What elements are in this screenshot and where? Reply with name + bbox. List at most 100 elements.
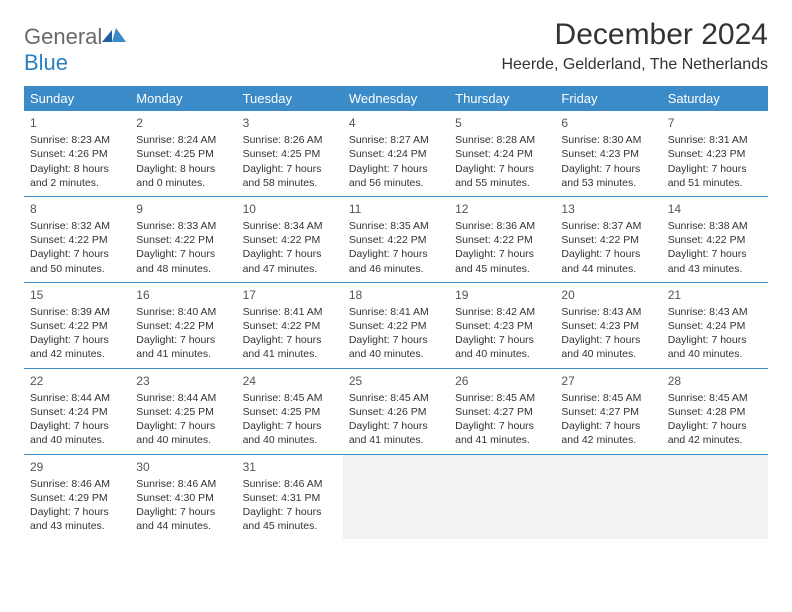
daylight-text: Daylight: 7 hours and 53 minutes.: [561, 162, 655, 190]
calendar-week-row: 1Sunrise: 8:23 AMSunset: 4:26 PMDaylight…: [24, 111, 768, 196]
sunrise-text: Sunrise: 8:45 AM: [668, 391, 762, 405]
sunset-text: Sunset: 4:22 PM: [349, 319, 443, 333]
calendar-day-cell: [662, 454, 768, 539]
sunset-text: Sunset: 4:22 PM: [243, 319, 337, 333]
daylight-text: Daylight: 7 hours and 55 minutes.: [455, 162, 549, 190]
sunset-text: Sunset: 4:22 PM: [136, 319, 230, 333]
day-number: 6: [561, 115, 655, 131]
sunset-text: Sunset: 4:26 PM: [349, 405, 443, 419]
daylight-text: Daylight: 7 hours and 46 minutes.: [349, 247, 443, 275]
sunrise-text: Sunrise: 8:41 AM: [349, 305, 443, 319]
sunset-text: Sunset: 4:22 PM: [243, 233, 337, 247]
sunrise-text: Sunrise: 8:45 AM: [349, 391, 443, 405]
day-header: Saturday: [662, 86, 768, 111]
daylight-text: Daylight: 8 hours and 0 minutes.: [136, 162, 230, 190]
sunrise-text: Sunrise: 8:44 AM: [136, 391, 230, 405]
sunset-text: Sunset: 4:23 PM: [561, 319, 655, 333]
calendar-day-cell: 20 Sunrise: 8:43 AMSunset: 4:23 PMDayligh…: [555, 282, 661, 368]
day-number: 5: [455, 115, 549, 131]
sunrise-text: Sunrise: 8:37 AM: [561, 219, 655, 233]
day-number: 15: [30, 287, 124, 303]
sunrise-text: Sunrise: 8:28 AM: [455, 133, 549, 147]
calendar-week-row: 29Sunrise: 8:46 AMSunset: 4:29 PMDayligh…: [24, 454, 768, 539]
brand-logo: General Blue: [24, 24, 126, 76]
day-header: Tuesday: [237, 86, 343, 111]
header-row: General Blue December 2024 Heerde, Gelde…: [24, 18, 768, 76]
calendar-day-cell: 17Sunrise: 8:41 AMSunset: 4:22 PMDayligh…: [237, 282, 343, 368]
sunrise-text: Sunrise: 8:45 AM: [243, 391, 337, 405]
day-number: 31: [243, 459, 337, 475]
calendar-day-cell: 21Sunrise: 8:43 AMSunset: 4:24 PMDayligh…: [662, 282, 768, 368]
daylight-text: Daylight: 7 hours and 43 minutes.: [668, 247, 762, 275]
daylight-text: Daylight: 7 hours and 56 minutes.: [349, 162, 443, 190]
daylight-text: Daylight: 7 hours and 40 minutes.: [30, 419, 124, 447]
calendar-day-cell: [449, 454, 555, 539]
calendar-day-cell: 15Sunrise: 8:39 AMSunset: 4:22 PMDayligh…: [24, 282, 130, 368]
daylight-text: Daylight: 7 hours and 40 minutes.: [668, 333, 762, 361]
daylight-text: Daylight: 8 hours and 2 minutes.: [30, 162, 124, 190]
day-header: Wednesday: [343, 86, 449, 111]
day-number: 21: [668, 287, 762, 303]
day-number: 17: [243, 287, 337, 303]
sunset-text: Sunset: 4:24 PM: [349, 147, 443, 161]
calendar-day-cell: 12Sunrise: 8:36 AMSunset: 4:22 PMDayligh…: [449, 196, 555, 282]
calendar-day-cell: 9Sunrise: 8:33 AMSunset: 4:22 PMDaylight…: [130, 196, 236, 282]
calendar-day-cell: 30Sunrise: 8:46 AMSunset: 4:30 PMDayligh…: [130, 454, 236, 539]
sunrise-text: Sunrise: 8:45 AM: [561, 391, 655, 405]
sunset-text: Sunset: 4:30 PM: [136, 491, 230, 505]
day-number: 20: [561, 287, 655, 303]
calendar-day-cell: 13Sunrise: 8:37 AMSunset: 4:22 PMDayligh…: [555, 196, 661, 282]
calendar-day-cell: 11Sunrise: 8:35 AMSunset: 4:22 PMDayligh…: [343, 196, 449, 282]
daylight-text: Daylight: 7 hours and 48 minutes.: [136, 247, 230, 275]
calendar-day-cell: 25Sunrise: 8:45 AMSunset: 4:26 PMDayligh…: [343, 368, 449, 454]
sunset-text: Sunset: 4:22 PM: [349, 233, 443, 247]
calendar-day-cell: 27Sunrise: 8:45 AMSunset: 4:27 PMDayligh…: [555, 368, 661, 454]
sunrise-text: Sunrise: 8:39 AM: [30, 305, 124, 319]
daylight-text: Daylight: 7 hours and 40 minutes.: [561, 333, 655, 361]
calendar-day-cell: 4 Sunrise: 8:27 AMSunset: 4:24 PMDaylight…: [343, 111, 449, 196]
calendar-day-cell: 10Sunrise: 8:34 AMSunset: 4:22 PMDayligh…: [237, 196, 343, 282]
sunset-text: Sunset: 4:25 PM: [243, 405, 337, 419]
sunset-text: Sunset: 4:23 PM: [668, 147, 762, 161]
calendar-day-cell: 8Sunrise: 8:32 AMSunset: 4:22 PMDaylight…: [24, 196, 130, 282]
sunrise-text: Sunrise: 8:38 AM: [668, 219, 762, 233]
day-number: 23: [136, 373, 230, 389]
day-number: 8: [30, 201, 124, 217]
sunset-text: Sunset: 4:22 PM: [30, 233, 124, 247]
daylight-text: Daylight: 7 hours and 41 minutes.: [243, 333, 337, 361]
day-number: 7: [668, 115, 762, 131]
sunrise-text: Sunrise: 8:45 AM: [455, 391, 549, 405]
day-number: 11: [349, 201, 443, 217]
day-header: Thursday: [449, 86, 555, 111]
daylight-text: Daylight: 7 hours and 58 minutes.: [243, 162, 337, 190]
sunrise-text: Sunrise: 8:26 AM: [243, 133, 337, 147]
calendar-day-cell: 3Sunrise: 8:26 AMSunset: 4:25 PMDaylight…: [237, 111, 343, 196]
sunset-text: Sunset: 4:28 PM: [668, 405, 762, 419]
sunrise-text: Sunrise: 8:43 AM: [561, 305, 655, 319]
sunrise-text: Sunrise: 8:40 AM: [136, 305, 230, 319]
daylight-text: Daylight: 7 hours and 51 minutes.: [668, 162, 762, 190]
sunset-text: Sunset: 4:29 PM: [30, 491, 124, 505]
sunset-text: Sunset: 4:22 PM: [136, 233, 230, 247]
daylight-text: Daylight: 7 hours and 44 minutes.: [136, 505, 230, 533]
sunset-text: Sunset: 4:26 PM: [30, 147, 124, 161]
sunrise-text: Sunrise: 8:23 AM: [30, 133, 124, 147]
calendar-week-row: 15Sunrise: 8:39 AMSunset: 4:22 PMDayligh…: [24, 282, 768, 368]
sunset-text: Sunset: 4:25 PM: [243, 147, 337, 161]
sunrise-text: Sunrise: 8:32 AM: [30, 219, 124, 233]
title-block: December 2024 Heerde, Gelderland, The Ne…: [501, 18, 768, 74]
sunset-text: Sunset: 4:22 PM: [561, 233, 655, 247]
calendar-day-cell: 2Sunrise: 8:24 AMSunset: 4:25 PMDaylight…: [130, 111, 236, 196]
calendar-day-cell: [555, 454, 661, 539]
daylight-text: Daylight: 7 hours and 42 minutes.: [561, 419, 655, 447]
daylight-text: Daylight: 7 hours and 47 minutes.: [243, 247, 337, 275]
day-number: 26: [455, 373, 549, 389]
day-number: 4: [349, 115, 443, 131]
day-number: 29: [30, 459, 124, 475]
sunrise-text: Sunrise: 8:27 AM: [349, 133, 443, 147]
sunrise-text: Sunrise: 8:34 AM: [243, 219, 337, 233]
day-number: 25: [349, 373, 443, 389]
sunset-text: Sunset: 4:23 PM: [561, 147, 655, 161]
sunrise-text: Sunrise: 8:33 AM: [136, 219, 230, 233]
calendar-day-cell: 6Sunrise: 8:30 AMSunset: 4:23 PMDaylight…: [555, 111, 661, 196]
